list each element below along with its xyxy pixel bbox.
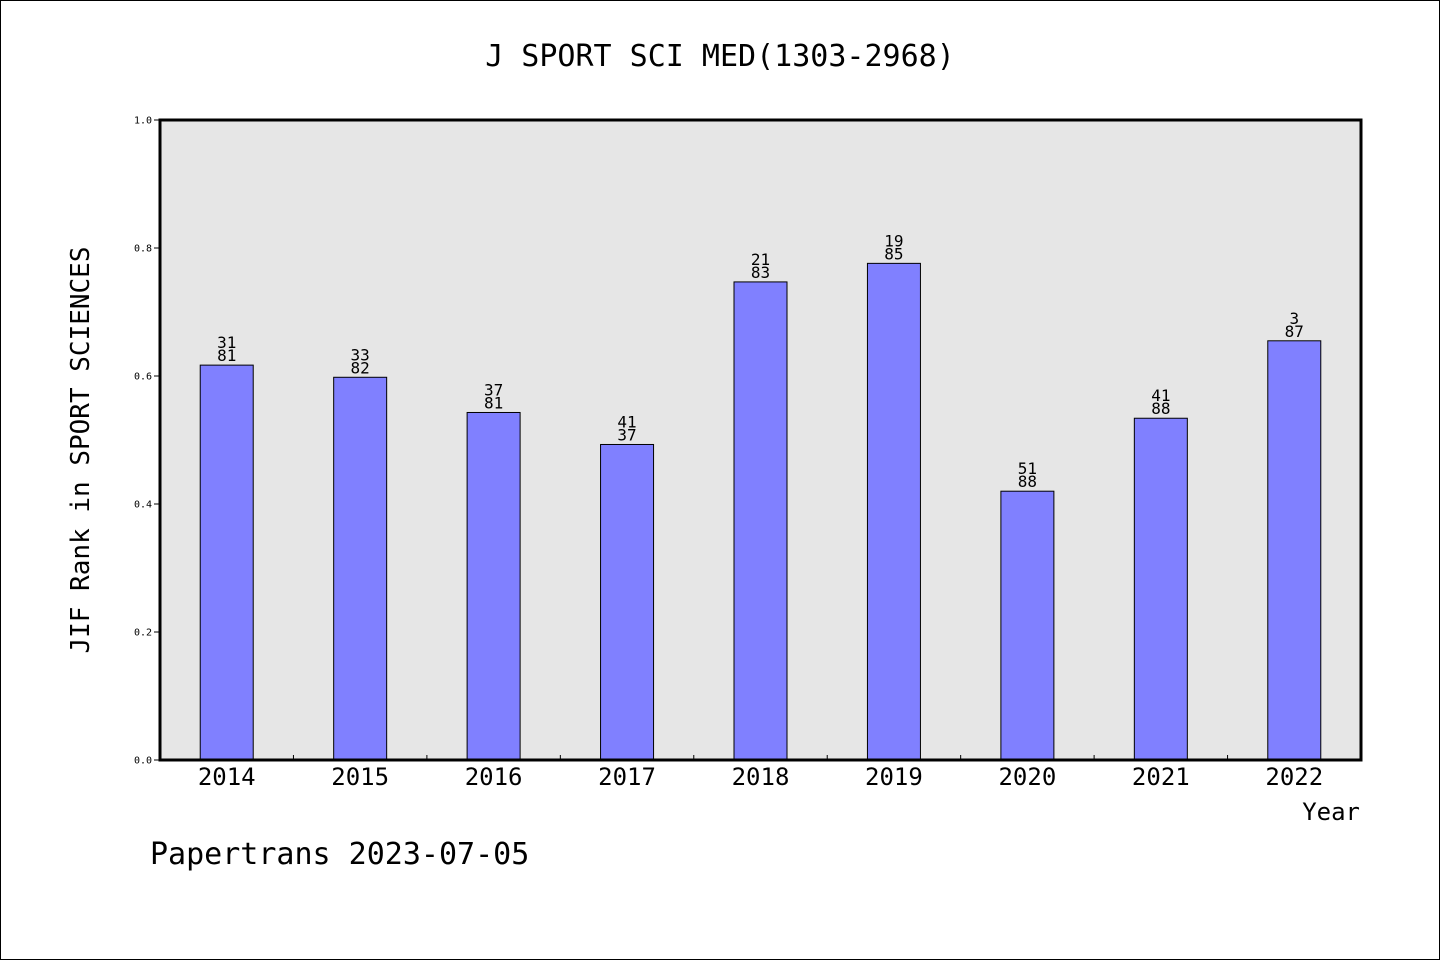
bar [1133,417,1188,761]
x-tick-label: 2021 [1132,763,1190,791]
bar-label-top: 21 [751,250,770,269]
x-tick-label: 2015 [331,763,389,791]
bar-label-top: 19 [884,231,903,250]
bar [1267,340,1322,761]
y-tick-label: 0.4 [134,500,152,511]
y-tick-label: 0.0 [134,756,152,767]
bar-label-top: 41 [617,412,636,431]
x-tick-label: 2019 [865,763,923,791]
bar-label-bottom: 88 [1151,399,1170,418]
y-tick-label: 0.8 [134,244,152,255]
bar [333,376,388,761]
bar [1000,490,1055,761]
footer-watermark: Papertrans 2023-07-05 [150,837,529,872]
x-tick-label: 2017 [598,763,656,791]
bar [733,281,788,761]
plot-border [158,118,1363,762]
x-tick-label: 2020 [998,763,1056,791]
bar [866,262,921,761]
bar-label-bottom: 83 [751,263,770,282]
bar-label-bottom: 87 [1285,322,1304,341]
y-axis-ticks: 0.0 0.2 0.4 0.6 0.8 1.0 [134,116,160,767]
x-tick-label: 2022 [1265,763,1323,791]
bar-label-bottom: 85 [884,244,903,263]
y-tick-label: 0.2 [134,628,152,639]
x-tick-label: 2014 [198,763,256,791]
bar-label-top: 41 [1151,386,1170,405]
x-axis-ticks: 2014 2015 2016 2017 2018 2019 2020 2021 2022 [198,755,1323,791]
bar-label-top: 37 [484,380,503,399]
bar-label-top: 31 [217,333,236,352]
y-tick-label: 1.0 [134,116,152,127]
bar-label-bottom: 81 [217,346,236,365]
x-tick-label: 2016 [465,763,523,791]
bar-label-bottom: 88 [1018,472,1037,491]
bars [199,262,1322,761]
bar-label-top: 51 [1018,459,1037,478]
x-axis-label: Year [1302,798,1360,826]
chart-title: J SPORT SCI MED(1303-2968) [485,39,955,74]
bar-label-bottom: 37 [617,425,636,444]
x-tick-label: 2018 [732,763,790,791]
bar [199,364,254,761]
bar-label-bottom: 81 [484,393,503,412]
bar-label-bottom: 82 [351,358,370,377]
bar [600,443,655,761]
bar [466,411,521,761]
bar-label-top: 33 [351,345,370,364]
y-tick-label: 0.6 [134,372,152,383]
bar-label-top: 3 [1289,309,1299,328]
y-axis-label: JIF Rank in SPORT SCIENCES [66,247,96,654]
